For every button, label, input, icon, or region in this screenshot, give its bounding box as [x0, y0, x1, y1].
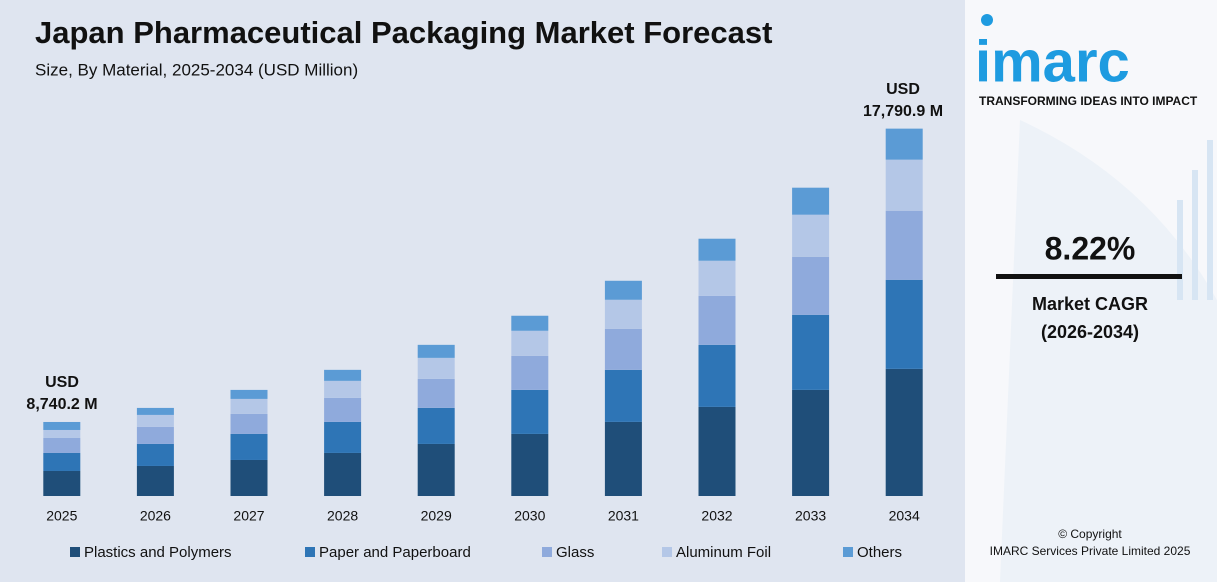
bar-segment: [604, 369, 642, 422]
legend-label: Paper and Paperboard: [319, 544, 471, 561]
x-tick-label: 2033: [795, 508, 826, 524]
legend-label: Glass: [556, 544, 594, 561]
bar-segment: [885, 159, 923, 211]
bar-segment: [230, 389, 268, 399]
legend-label: Plastics and Polymers: [84, 544, 232, 561]
bar-segment: [511, 433, 549, 496]
bar-segment: [885, 210, 923, 280]
bar-segment: [324, 380, 362, 398]
x-tick-label: 2025: [46, 508, 77, 524]
cagr-period: (2026-2034): [1041, 322, 1139, 342]
x-tick-label: 2031: [608, 508, 639, 524]
bar-segment: [43, 452, 81, 471]
bar-segment: [792, 389, 830, 496]
bar-segment: [417, 378, 455, 408]
bar-segment: [604, 421, 642, 496]
bar-segment: [324, 397, 362, 422]
bar-segment: [136, 407, 174, 415]
logo: imarc: [975, 29, 1130, 94]
x-tick-label: 2028: [327, 508, 358, 524]
bar-segment: [417, 344, 455, 358]
bar-segment: [698, 260, 736, 296]
x-tick-label: 2026: [140, 508, 171, 524]
bar-segment: [604, 299, 642, 329]
company: IMARC Services Private Limited 2025: [990, 544, 1191, 558]
bar-segment: [511, 389, 549, 434]
chart-subtitle: Size, By Material, 2025-2034 (USD Millio…: [35, 60, 358, 79]
legend-swatch: [662, 547, 672, 557]
bar-segment: [230, 398, 268, 414]
legend-swatch: [542, 547, 552, 557]
bar-segment: [792, 187, 830, 215]
bar-segment: [230, 413, 268, 434]
x-tick-label: 2030: [514, 508, 545, 524]
bar-segment: [792, 314, 830, 390]
bar-segment: [511, 315, 549, 331]
legend-swatch: [70, 547, 80, 557]
annotation: USD: [45, 374, 79, 391]
bar-segment: [136, 465, 174, 496]
bar-segment: [511, 355, 549, 390]
bar-segment: [43, 421, 81, 430]
bar-segment: [604, 328, 642, 370]
annotation: 17,790.9 M: [863, 103, 943, 120]
legend-label: Others: [857, 544, 902, 561]
legend-swatch: [305, 547, 315, 557]
bar-segment: [324, 369, 362, 381]
x-tick-label: 2032: [701, 508, 732, 524]
bar-segment: [417, 407, 455, 444]
annotation: 8,740.2 M: [26, 396, 97, 413]
bar-segment: [698, 406, 736, 496]
bar-segment: [417, 357, 455, 379]
cagr-value: 8.22%: [1045, 230, 1136, 266]
cagr-rule: [996, 274, 1182, 279]
bar-segment: [230, 459, 268, 496]
sidebar-background: [965, 0, 1217, 582]
bar-segment: [136, 426, 174, 444]
bar-segment: [792, 256, 830, 315]
bar-segment: [885, 279, 923, 369]
bar-segment: [698, 295, 736, 345]
chart-title: Japan Pharmaceutical Packaging Market Fo…: [35, 15, 772, 50]
bar-segment: [885, 128, 923, 160]
sidebar-decoration: [1000, 120, 1217, 582]
bar-segment: [417, 443, 455, 496]
logo-dot: [981, 14, 993, 26]
bar-segment: [792, 214, 830, 257]
annotation: USD: [886, 81, 920, 98]
x-tick-label: 2034: [889, 508, 920, 524]
bar-segment: [136, 414, 174, 427]
bar-segment: [511, 330, 549, 356]
bar-segment: [136, 443, 174, 466]
bar-segment: [698, 344, 736, 407]
bar-segment: [43, 429, 81, 438]
cagr-label: Market CAGR: [1032, 294, 1148, 314]
bar-segment: [885, 368, 923, 496]
decor-shape: [1000, 120, 1217, 582]
tagline: TRANSFORMING IDEAS INTO IMPACT: [979, 94, 1198, 108]
bar-segment: [43, 470, 81, 496]
copyright: © Copyright: [1058, 527, 1122, 541]
x-tick-label: 2029: [421, 508, 452, 524]
bar-segment: [324, 452, 362, 496]
x-tick-label: 2027: [233, 508, 264, 524]
bar-segment: [43, 437, 81, 453]
legend-label: Aluminum Foil: [676, 544, 771, 561]
bar-segment: [324, 421, 362, 453]
bar-segment: [698, 238, 736, 261]
legend-swatch: [843, 547, 853, 557]
bar-segment: [604, 280, 642, 300]
bar-segment: [230, 433, 268, 460]
